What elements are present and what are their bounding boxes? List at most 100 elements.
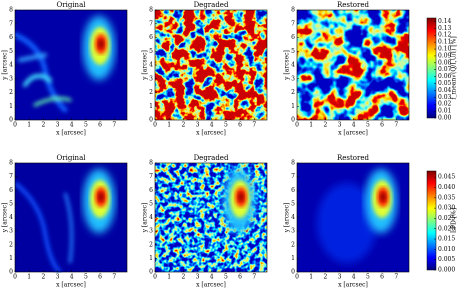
y-tick-label: 1 <box>291 103 295 110</box>
x-tick-label: 1 <box>167 274 171 281</box>
image <box>155 163 267 272</box>
colorbar-tick-label: 0.05 <box>438 80 452 87</box>
y-tick-label: 6 <box>149 187 153 194</box>
colorbar-tick-label: 0.035 <box>438 194 455 201</box>
colorbar <box>426 170 437 271</box>
colorbar-tick-label: 0.045 <box>438 174 455 181</box>
x-tick-label: 0 <box>13 122 17 129</box>
y-tick-label: 8 <box>9 7 13 14</box>
x-tick-label: 7 <box>252 274 256 281</box>
y-tick-label: 1 <box>9 103 13 110</box>
y-tick-label: 4 <box>9 214 13 221</box>
y-axis-label: y [arcsec] <box>284 203 291 234</box>
x-tick-label: 7 <box>394 274 398 281</box>
y-tick-label: 4 <box>291 214 295 221</box>
panel-title: Restored <box>337 1 370 9</box>
colorbar-tick-label: 0.08 <box>438 59 452 66</box>
x-tick-label: 7 <box>112 122 116 129</box>
y-tick-label: 2 <box>291 241 295 248</box>
colorbar-tick-label: 0.03 <box>438 94 452 101</box>
x-tick-label: 3 <box>196 122 200 129</box>
x-tick-label: 3 <box>338 274 342 281</box>
colorbar-label: LPD [%] <box>451 208 458 233</box>
x-axis-label: x [arcsec] <box>338 130 368 137</box>
y-tick-label: 2 <box>149 89 153 96</box>
colorbar-tick-label: 0.030 <box>438 205 455 212</box>
colorbar-label: f_mean√(Q/I,U/I) [%] <box>451 36 458 99</box>
y-tick-label: 7 <box>149 173 153 180</box>
x-tick-label: 1 <box>167 122 171 129</box>
x-tick-label: 7 <box>394 122 398 129</box>
y-tick-label: 8 <box>149 7 153 14</box>
x-tick-label: 1 <box>309 274 313 281</box>
image <box>297 163 409 272</box>
x-tick-label: 2 <box>181 122 185 129</box>
x-tick-label: 5 <box>366 274 370 281</box>
y-tick-label: 3 <box>149 228 153 235</box>
image <box>297 10 409 120</box>
x-tick-label: 4 <box>352 274 356 281</box>
y-axis-label: y [arcsec] <box>284 50 291 81</box>
y-tick-label: 7 <box>9 20 13 27</box>
y-tick-label: 1 <box>149 255 153 262</box>
x-tick-label: 2 <box>181 274 185 281</box>
x-tick-label: 5 <box>84 274 88 281</box>
y-tick-label: 3 <box>9 228 13 235</box>
y-tick-label: 0 <box>9 117 13 124</box>
x-axis-label: x [arcsec] <box>196 282 226 289</box>
x-tick-label: 5 <box>224 122 228 129</box>
x-tick-label: 3 <box>56 122 60 129</box>
y-tick-label: 4 <box>9 62 13 69</box>
x-tick-label: 1 <box>27 122 31 129</box>
y-tick-label: 8 <box>9 160 13 167</box>
colorbar-tick-label: 0.11 <box>438 39 451 46</box>
y-axis-label: y [arcsec] <box>2 203 9 234</box>
y-tick-label: 8 <box>291 160 295 167</box>
y-tick-label: 2 <box>9 241 13 248</box>
x-axis-label: x [arcsec] <box>56 130 86 137</box>
x-tick-label: 4 <box>352 122 356 129</box>
y-tick-label: 5 <box>291 200 295 207</box>
y-tick-label: 4 <box>291 62 295 69</box>
image <box>15 10 127 120</box>
x-tick-label: 4 <box>70 274 74 281</box>
y-tick-label: 0 <box>149 269 153 276</box>
y-tick-label: 7 <box>9 173 13 180</box>
image <box>15 163 127 273</box>
x-tick-label: 6 <box>238 274 242 281</box>
x-axis-label: x [arcsec] <box>56 282 86 289</box>
x-tick-label: 6 <box>238 122 242 129</box>
x-tick-label: 7 <box>112 274 116 281</box>
colorbar-tick-label: 0.015 <box>438 236 455 243</box>
colorbar-tick-label: 0.12 <box>438 32 452 39</box>
colorbar-tick-label: 0.00 <box>438 115 452 122</box>
x-tick-label: 3 <box>338 122 342 129</box>
y-tick-label: 6 <box>9 187 13 194</box>
x-tick-label: 3 <box>196 274 200 281</box>
x-tick-label: 7 <box>252 122 256 129</box>
y-tick-label: 3 <box>291 228 295 235</box>
y-tick-label: 5 <box>9 200 13 207</box>
y-tick-label: 3 <box>291 75 295 82</box>
x-tick-label: 4 <box>70 122 74 129</box>
colorbar-tick-label: 0.09 <box>438 52 452 59</box>
y-tick-label: 7 <box>291 20 295 27</box>
y-tick-label: 2 <box>149 241 153 248</box>
x-tick-label: 4 <box>210 274 214 281</box>
x-tick-label: 2 <box>41 122 45 129</box>
colorbar-tick-label: 0.07 <box>438 66 452 73</box>
y-axis-label: y [arcsec] <box>2 50 9 81</box>
x-tick-label: 2 <box>41 274 45 281</box>
colorbar-tick-label: 0.040 <box>438 184 455 191</box>
y-tick-label: 2 <box>9 89 13 96</box>
x-axis-label: x [arcsec] <box>196 130 226 137</box>
x-tick-label: 0 <box>295 274 299 281</box>
y-tick-label: 0 <box>291 117 295 124</box>
x-tick-label: 6 <box>98 122 102 129</box>
y-tick-label: 0 <box>9 269 13 276</box>
y-tick-label: 2 <box>291 89 295 96</box>
y-tick-label: 0 <box>149 117 153 124</box>
y-tick-label: 6 <box>149 34 153 41</box>
y-tick-label: 0 <box>291 269 295 276</box>
